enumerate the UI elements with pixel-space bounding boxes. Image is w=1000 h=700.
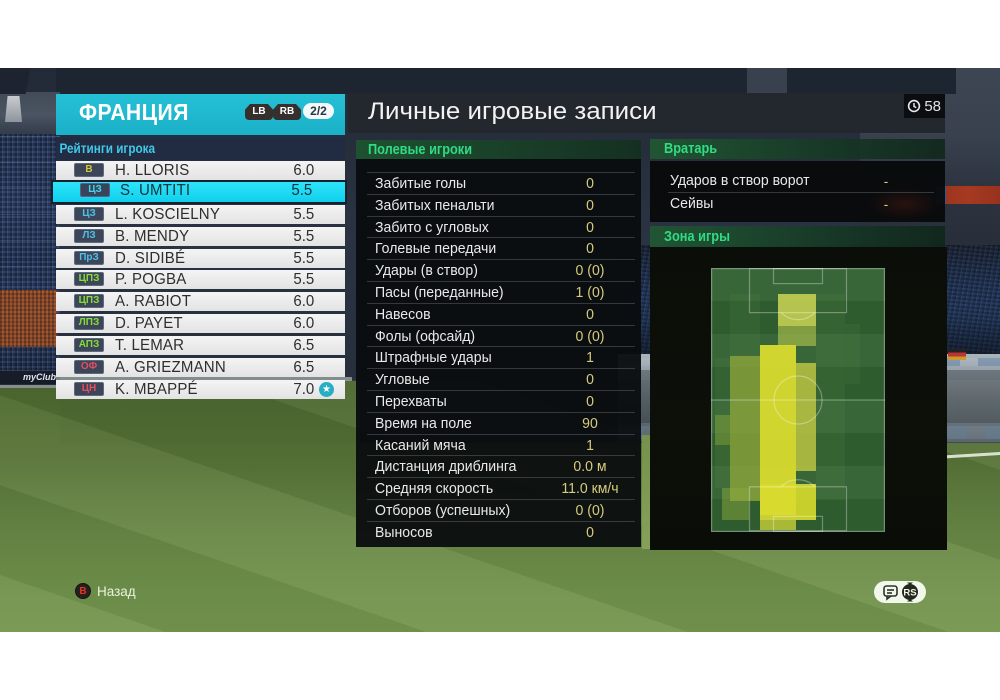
svg-text:RS: RS (903, 588, 916, 599)
